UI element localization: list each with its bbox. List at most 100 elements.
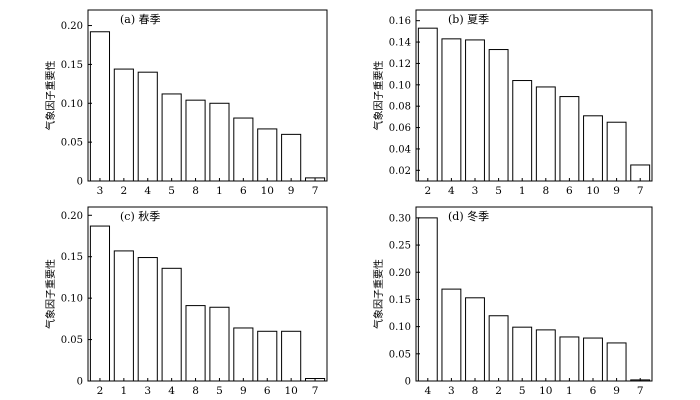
bar-5: [488, 49, 509, 182]
bar-6: [233, 117, 254, 182]
x-tick-label: 7: [637, 185, 644, 197]
bar-5: [209, 306, 230, 382]
bar-4: [417, 217, 438, 382]
x-tick-label: 10: [539, 385, 552, 397]
bar-3: [137, 257, 158, 382]
x-tick-label: 4: [448, 185, 455, 197]
y-tick-label: 0.25: [389, 241, 411, 252]
bar-10: [535, 329, 556, 382]
x-tick-label: 9: [613, 185, 620, 197]
y-tick-label: 0.15: [61, 252, 83, 263]
bar-3: [89, 31, 111, 182]
x-tick-label: 5: [216, 385, 223, 397]
y-tick-label: 0.10: [389, 80, 411, 91]
x-tick-label: 8: [192, 185, 199, 197]
y-tick-label: 0.20: [61, 21, 83, 32]
x-tick-label: 8: [542, 185, 549, 197]
panel-title-winter: (d) 冬季: [448, 209, 489, 223]
x-tick-label: 6: [264, 385, 271, 397]
x-tick-label: 3: [448, 385, 455, 397]
bar-10: [583, 115, 603, 182]
y-tick-label: 0.16: [389, 16, 411, 27]
x-tick-label: 1: [216, 185, 223, 197]
panel-title-autumn: (c) 秋季: [120, 209, 160, 223]
x-tick-label: 3: [144, 385, 151, 397]
y-tick-label: 0.10: [61, 294, 83, 305]
bar-5: [512, 326, 533, 382]
y-tick-label: 0: [405, 377, 411, 388]
y-tick-label: 0.20: [389, 268, 411, 279]
y-tick-label: 0.05: [61, 138, 83, 149]
x-tick-label: 4: [424, 385, 431, 397]
y-tick-label: 0.15: [61, 60, 83, 71]
x-tick-label: 8: [192, 385, 199, 397]
bar-6: [559, 96, 580, 182]
bar-1: [559, 336, 580, 382]
x-tick-label: 2: [97, 385, 104, 397]
panel-autumn: 2 1 3 4 8 5 9 6 10 7 0 0.05 0.10 0.15 0.20 气象因子重要性 (c) 秋…: [44, 206, 328, 397]
x-tick-label: 5: [495, 185, 502, 197]
x-tick-label: 9: [240, 385, 247, 397]
panel-title-summer: (b) 夏季: [448, 13, 489, 26]
x-tick-label: 2: [495, 385, 502, 397]
x-tick-label: 2: [424, 185, 431, 197]
panel-summer: 2 4 3 5 1 8 6 10 9 7 0.02 0.04 0.06 0.08 0.10 0.12 0.14 0…: [372, 9, 653, 197]
y-tick-label: 0.10: [61, 99, 83, 110]
bar-8: [185, 99, 206, 182]
x-tick-label: 10: [284, 385, 297, 397]
bar-8: [185, 305, 206, 382]
bar-1: [113, 250, 134, 382]
bar-1: [209, 102, 230, 182]
panel-title-spring: (a) 春季: [120, 13, 161, 26]
y-axis-label: 气象因子重要性: [44, 259, 57, 329]
y-tick-label: 0.02: [389, 166, 411, 177]
bar-9: [606, 121, 627, 182]
x-tick-label: 5: [168, 185, 175, 197]
bar-6: [257, 330, 278, 382]
bar-10: [281, 330, 302, 382]
y-axis-label: 气象因子重要性: [44, 61, 57, 131]
y-tick-label: 0.12: [389, 59, 411, 70]
plot-frame: [415, 206, 653, 382]
bar-4: [137, 71, 158, 182]
x-tick-label: 4: [144, 185, 151, 197]
bar-6: [583, 337, 603, 382]
bar-8: [465, 297, 485, 382]
bar-2: [488, 315, 509, 382]
y-tick-label: 0.14: [389, 38, 411, 49]
plot-frame: [87, 9, 328, 182]
plot-frame: [415, 9, 653, 182]
bar-9: [233, 327, 254, 382]
x-tick-label: 6: [566, 185, 573, 197]
y-axis-label: 气象因子重要性: [372, 61, 385, 131]
x-tick-label: 4: [168, 385, 175, 397]
bar-2: [113, 68, 134, 182]
x-tick-label: 3: [97, 185, 104, 197]
x-tick-label: 3: [472, 185, 479, 197]
y-tick-label: 0.30: [389, 213, 411, 224]
y-tick-label: 0.04: [389, 144, 411, 155]
bar-3: [465, 39, 485, 182]
bar-9: [281, 133, 302, 182]
y-axis-label: 气象因子重要性: [372, 259, 385, 329]
x-tick-label: 10: [261, 185, 274, 197]
bar-4: [161, 267, 182, 382]
x-tick-label: 7: [637, 385, 644, 397]
y-tick-label: 0.15: [389, 295, 411, 306]
y-tick-label: 0: [77, 177, 83, 188]
bar-9: [606, 342, 627, 382]
x-tick-label: 6: [240, 185, 247, 197]
y-tick-label: 0.20: [61, 211, 83, 222]
x-tick-label: 9: [613, 385, 620, 397]
panel-winter: 4 3 8 2 5 10 1 6 9 7 0 0.05 0.10 0.15 0.20 0.25 0.30 气象因子…: [372, 206, 653, 397]
bar-3: [441, 288, 462, 382]
x-tick-label: 1: [121, 385, 128, 397]
bar-2: [89, 225, 111, 382]
x-tick-label: 1: [566, 385, 573, 397]
x-tick-label: 8: [472, 385, 479, 397]
bar-2: [417, 27, 438, 182]
bar-1: [512, 80, 533, 182]
plot-frame: [87, 206, 328, 382]
bar-10: [257, 128, 278, 182]
